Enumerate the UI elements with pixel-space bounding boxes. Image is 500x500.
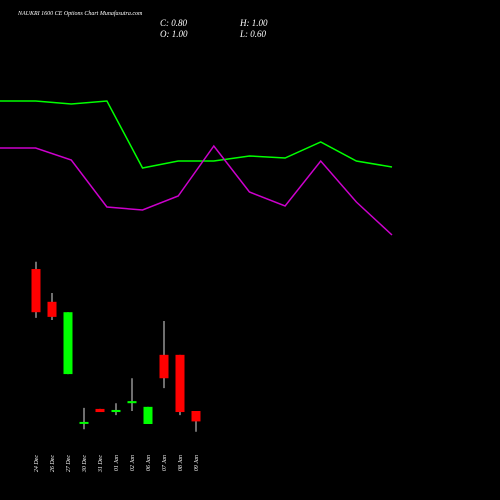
x-tick-label: 02 Jan: [130, 455, 136, 471]
indicator-line: [0, 100, 393, 169]
candle-body: [63, 312, 73, 375]
candle-body: [79, 421, 89, 424]
candle-body: [127, 401, 137, 404]
candle-body: [191, 411, 201, 422]
x-tick-label: 09 Jan: [194, 455, 200, 471]
candle-body: [31, 269, 41, 313]
candle-body: [47, 301, 57, 317]
x-tick-label: 27 Dec: [66, 455, 72, 472]
chart-title: NAUKRI 1600 CE Options Chart Munafasutra…: [17, 10, 143, 17]
low-label: L: 0.60: [239, 29, 267, 39]
x-tick-label: 30 Dec: [82, 455, 88, 473]
candle-body: [159, 354, 169, 379]
x-tick-label: 26 Dec: [50, 455, 56, 472]
high-label: H: 1.00: [239, 18, 268, 28]
candle-body: [111, 409, 121, 413]
x-tick-label: 24 Dec: [33, 455, 40, 472]
indicator-line: [0, 144, 393, 236]
x-tick-label: 06 Jan: [146, 455, 152, 471]
x-tick-label: 31 Dec: [98, 455, 104, 473]
close-label: C: 0.80: [160, 18, 188, 28]
candle-body: [143, 406, 153, 424]
candle-body: [95, 408, 105, 413]
x-tick-label: 07 Jan: [162, 455, 168, 471]
open-label: O: 1.00: [160, 29, 188, 39]
candle-body: [175, 354, 185, 413]
x-tick-label: 08 Jan: [178, 455, 184, 471]
x-tick-label: 01 Jan: [114, 455, 120, 471]
